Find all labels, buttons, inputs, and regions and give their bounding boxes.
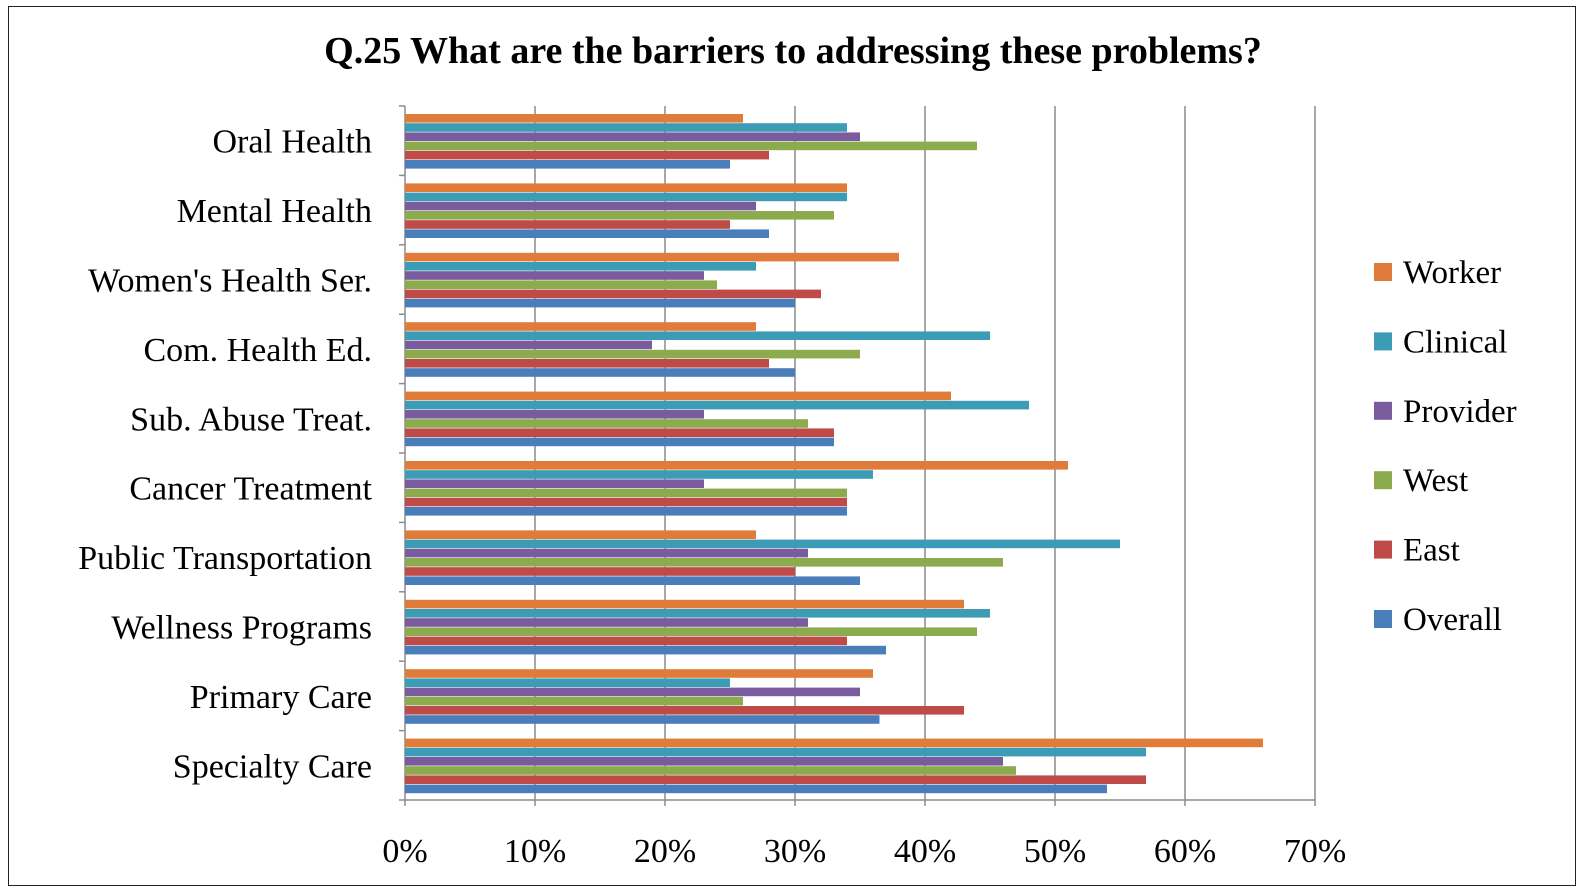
x-tick-label: 60%	[1154, 833, 1216, 870]
bar-overall	[405, 784, 1107, 794]
bar-east	[405, 220, 730, 229]
category-label: Primary Care	[190, 679, 372, 716]
bar-worker	[405, 252, 899, 262]
category-label: Women's Health Ser.	[88, 263, 372, 300]
bar-east	[405, 706, 964, 715]
bar-provider	[405, 340, 652, 350]
bar-clinical	[405, 123, 847, 132]
legend-swatch-overall	[1374, 610, 1392, 628]
bar-clinical	[405, 609, 990, 618]
bar-clinical	[405, 678, 730, 687]
bar-worker	[405, 669, 873, 678]
legend-label-east: East	[1403, 533, 1460, 569]
bar-worker	[405, 599, 964, 609]
bar-provider	[405, 687, 860, 697]
category-label: Cancer Treatment	[129, 471, 372, 508]
bar-provider	[405, 548, 808, 558]
bar-clinical	[405, 400, 1029, 410]
category-label: Com. Health Ed.	[143, 332, 372, 369]
bar-west	[405, 696, 743, 706]
legend-swatch-east	[1374, 540, 1392, 559]
category-label: Specialty Care	[173, 748, 372, 785]
bar-east	[405, 428, 834, 437]
x-tick-label: 20%	[634, 833, 696, 870]
bar-provider	[405, 271, 704, 280]
bar-west	[405, 488, 847, 498]
legend-swatch-west	[1374, 471, 1392, 490]
bar-worker	[405, 114, 743, 123]
bar-west	[405, 349, 860, 359]
bar-overall	[405, 298, 795, 308]
bar-provider	[405, 618, 808, 627]
bar-clinical	[405, 262, 756, 271]
bar-west	[405, 419, 808, 428]
bar-east	[405, 775, 1146, 784]
bar-west	[405, 766, 1016, 775]
bar-worker	[405, 738, 1263, 748]
x-tick-label: 30%	[764, 833, 826, 870]
bar-worker	[405, 391, 951, 401]
bar-overall	[405, 229, 769, 238]
x-tick-label: 0%	[382, 833, 427, 870]
bar-east	[405, 497, 847, 507]
bar-worker	[405, 183, 847, 192]
bar-provider	[405, 132, 860, 141]
bar-worker	[405, 322, 756, 331]
x-tick-label: 10%	[504, 833, 566, 870]
x-tick-label: 40%	[894, 833, 956, 870]
legend-swatch-worker	[1374, 263, 1392, 281]
category-label: Public Transportation	[78, 540, 372, 577]
bar-overall	[405, 576, 860, 585]
x-tick-label: 50%	[1024, 833, 1086, 870]
bar-provider	[405, 201, 756, 211]
bar-clinical	[405, 331, 990, 340]
legend-label-west: West	[1403, 463, 1468, 499]
bar-overall	[405, 715, 880, 724]
bar-west	[405, 211, 834, 220]
bar-worker	[405, 530, 756, 539]
chart-title: Q.25 What are the barriers to addressing…	[324, 30, 1262, 72]
legend-swatch-provider	[1374, 401, 1392, 420]
legend-label-clinical: Clinical	[1403, 324, 1507, 360]
legend-label-overall: Overall	[1403, 602, 1502, 638]
bar-clinical	[405, 747, 1146, 757]
bar-west	[405, 280, 717, 289]
bar-west	[405, 627, 977, 636]
bar-overall	[405, 368, 795, 377]
bar-overall	[405, 507, 847, 516]
legend-label-worker: Worker	[1403, 255, 1501, 291]
bar-east	[405, 289, 821, 299]
bar-east	[405, 150, 769, 160]
bar-overall	[405, 160, 730, 169]
x-tick-label: 70%	[1284, 833, 1346, 870]
bar-provider	[405, 757, 1003, 766]
bar-worker	[405, 461, 1068, 470]
bar-east	[405, 567, 795, 576]
bar-clinical	[405, 539, 1120, 549]
bar-west	[405, 558, 1003, 567]
legend-swatch-clinical	[1374, 332, 1392, 351]
category-label: Mental Health	[177, 193, 372, 230]
bar-overall	[405, 437, 834, 447]
bar-provider	[405, 479, 704, 488]
bar-overall	[405, 645, 886, 655]
category-label: Oral Health	[212, 124, 372, 161]
bar-east	[405, 359, 769, 368]
bar-west	[405, 141, 977, 151]
bar-provider	[405, 410, 704, 419]
bar-clinical	[405, 192, 847, 202]
category-label: Sub. Abuse Treat.	[130, 401, 372, 438]
bar-clinical	[405, 470, 873, 479]
legend-label-provider: Provider	[1403, 394, 1517, 430]
category-label: Wellness Programs	[111, 610, 372, 647]
bar-east	[405, 636, 847, 646]
